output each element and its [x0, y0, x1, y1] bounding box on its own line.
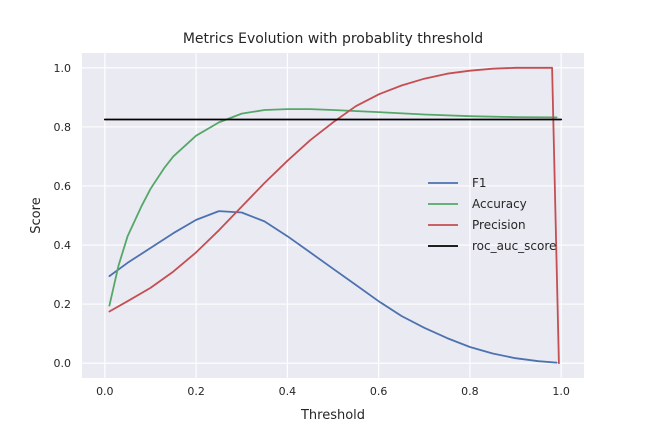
legend-label-accuracy: Accuracy [472, 197, 527, 211]
x-tick-label: 0.8 [461, 385, 479, 398]
x-tick-label: 0.4 [279, 385, 297, 398]
y-tick-label: 0.6 [54, 180, 72, 193]
tick-labels: 0.0 0.2 0.4 0.6 0.8 1.0 0.0 0.2 0.4 0.6 0.8 1.0 [54, 62, 570, 398]
series-line-accuracy [108, 108, 558, 307]
series-line-precision [108, 66, 560, 365]
x-tick-label: 1.0 [552, 385, 570, 398]
x-tick-label: 0.6 [370, 385, 388, 398]
y-tick-label: 0.2 [54, 298, 72, 311]
series-lines [103, 66, 563, 365]
y-tick-label: 0.8 [54, 121, 72, 134]
y-tick-label: 1.0 [54, 62, 72, 75]
legend-label-f1: F1 [472, 176, 487, 190]
x-axis-label: Threshold [300, 408, 365, 423]
x-tick-label: 0.0 [96, 385, 114, 398]
x-tick-label: 0.2 [187, 385, 205, 398]
legend-label-precision: Precision [472, 218, 526, 232]
chart-title: Metrics Evolution with probablity thresh… [183, 31, 483, 47]
y-tick-label: 0.4 [54, 239, 72, 252]
plot-area [82, 53, 584, 378]
y-axis-label: Score [29, 197, 44, 233]
grid-lines [82, 53, 584, 378]
y-tick-label: 0.0 [54, 357, 72, 370]
legend-label-roc-auc-score: roc_auc_score [472, 239, 556, 253]
legend: F1 Accuracy Precision roc_auc_score [428, 176, 556, 253]
series-line-f1 [108, 210, 558, 364]
